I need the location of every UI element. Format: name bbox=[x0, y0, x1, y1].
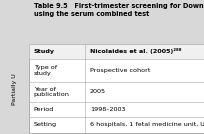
Bar bbox=[29, 0, 204, 40]
Bar bbox=[29, 44, 204, 133]
Text: 6 hospitals, 1 fetal medicine unit, UK: 6 hospitals, 1 fetal medicine unit, UK bbox=[90, 122, 204, 127]
Bar bbox=[29, 44, 204, 59]
Text: Setting: Setting bbox=[34, 122, 57, 127]
Text: 1998–2003: 1998–2003 bbox=[90, 107, 125, 112]
Text: Year of
publication: Year of publication bbox=[34, 87, 70, 97]
Text: Type of
study: Type of study bbox=[34, 65, 57, 76]
Text: Study: Study bbox=[34, 49, 55, 54]
Text: Nicolaides et al. (2005)²⁸⁸: Nicolaides et al. (2005)²⁸⁸ bbox=[90, 48, 182, 54]
Text: Period: Period bbox=[34, 107, 54, 112]
Text: Partially U: Partially U bbox=[12, 73, 17, 105]
Text: Prospective cohort: Prospective cohort bbox=[90, 68, 150, 73]
Bar bbox=[29, 44, 204, 133]
Text: Table 9.5   First-trimester screening for Down’s syndr
using the serum combined : Table 9.5 First-trimester screening for … bbox=[34, 3, 204, 17]
Text: 2005: 2005 bbox=[90, 90, 106, 94]
